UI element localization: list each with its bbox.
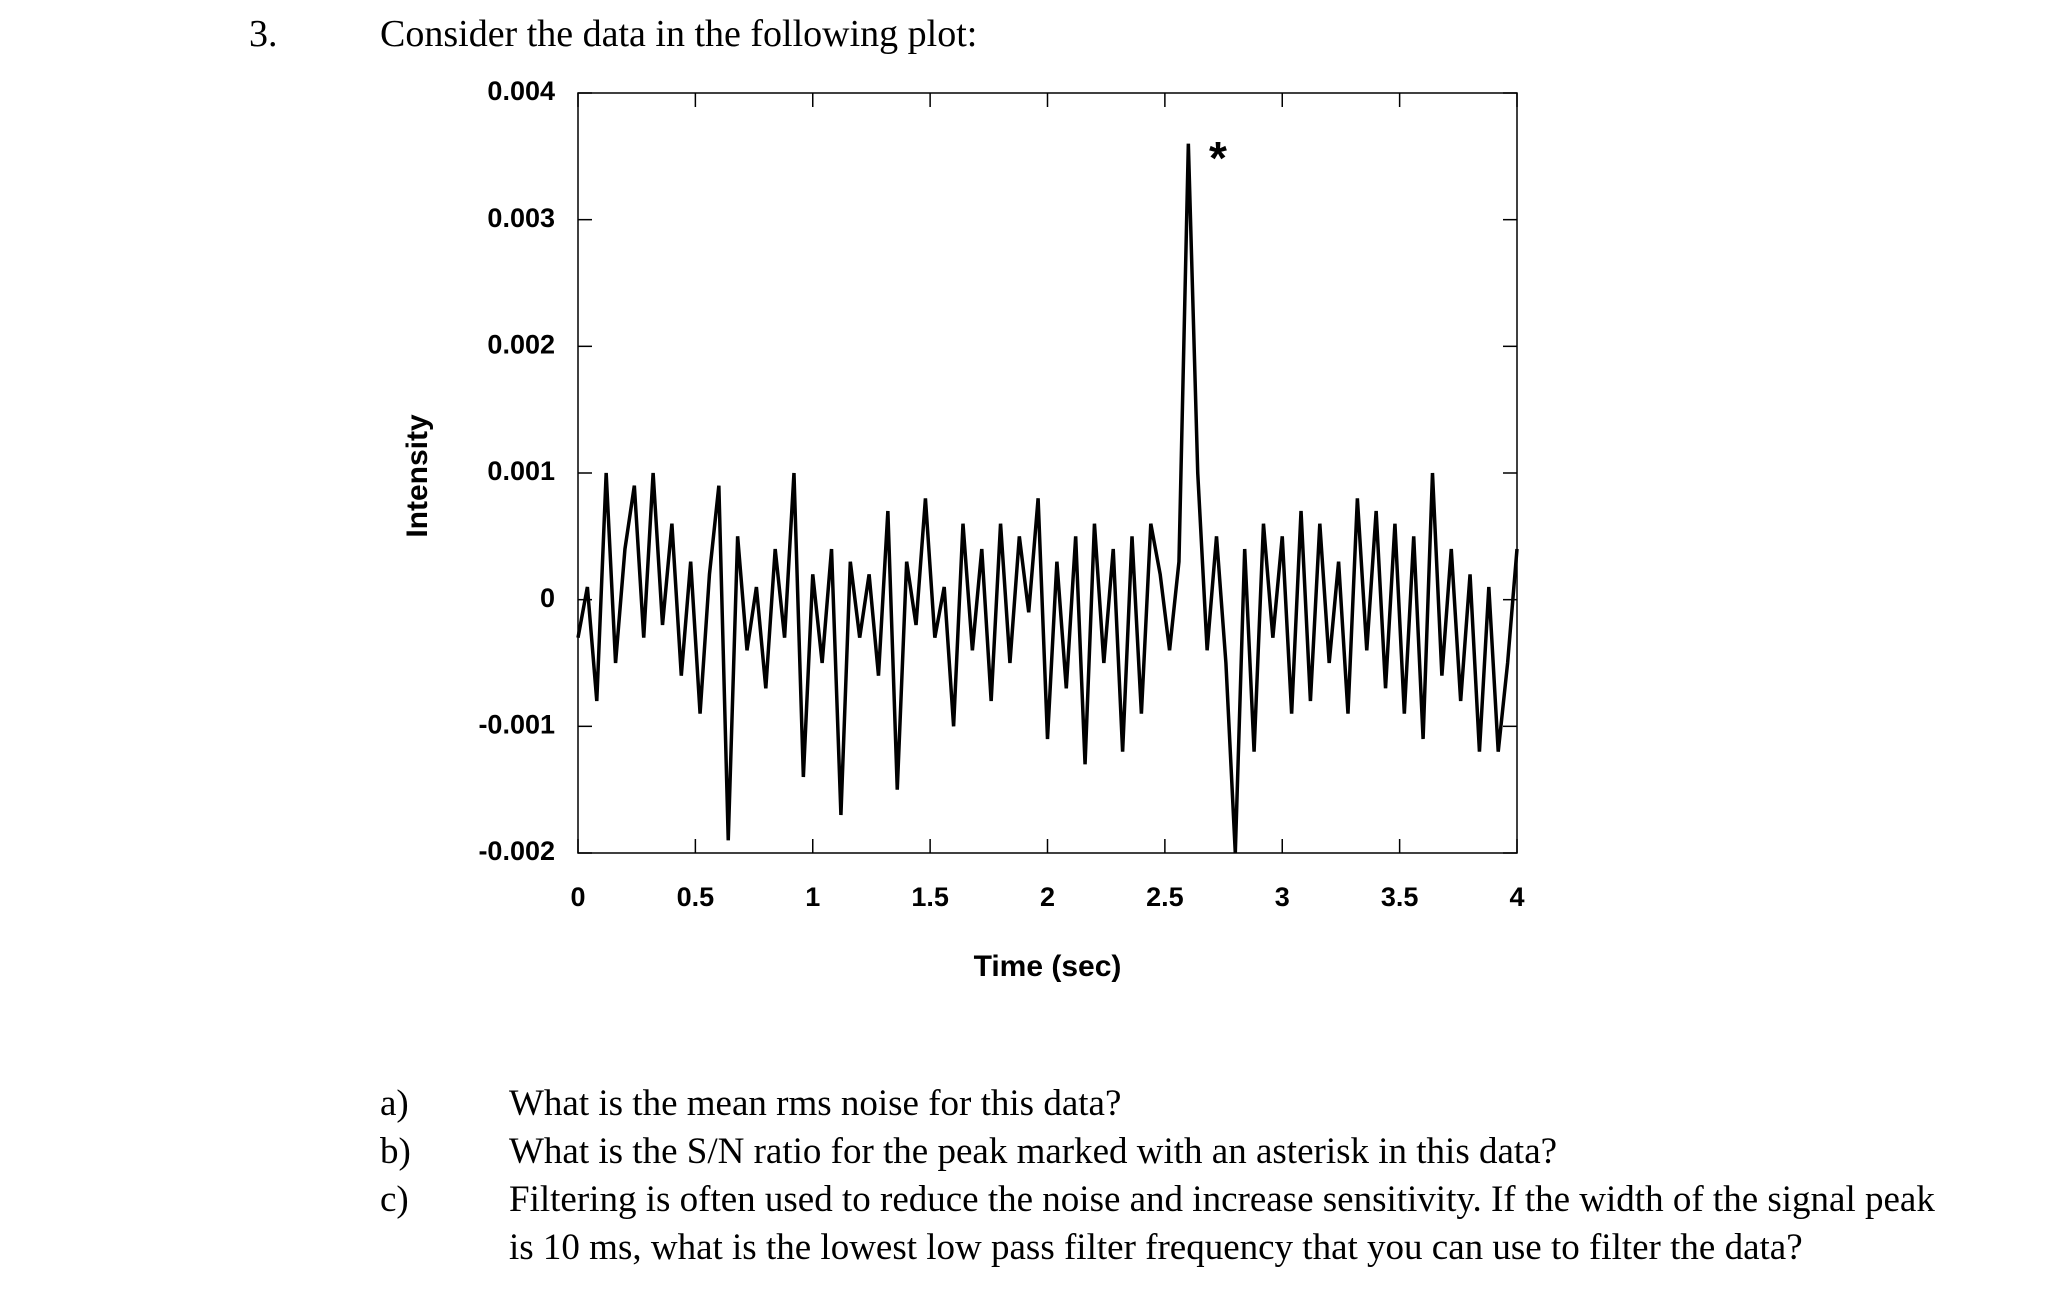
y-tick-label: -0.001: [478, 709, 555, 739]
x-tick-label: 0: [570, 882, 585, 912]
prompt: Consider the data in the following plot:: [380, 13, 978, 55]
x-tick-label: 2.5: [1146, 882, 1184, 912]
y-tick-label: 0.004: [487, 76, 555, 106]
x-tick-label: 2: [1040, 882, 1055, 912]
y-tick-label: 0: [540, 583, 555, 613]
question: b) What is the S/N ratio for the peak mar…: [380, 1128, 1980, 1176]
x-tick-label: 3: [1275, 882, 1290, 912]
y-tick-label: 0.001: [487, 456, 555, 486]
question-text: Filtering is often used to reduce the no…: [509, 1179, 1935, 1268]
y-axis-label: Intensity: [401, 414, 434, 538]
y-tick-label: 0.003: [487, 203, 555, 233]
question-label: b): [380, 1131, 411, 1172]
x-tick-label: 3.5: [1381, 882, 1419, 912]
y-tick-label: 0.002: [487, 329, 555, 359]
plot-frame: [577, 92, 1518, 854]
x-tick-label: 1: [805, 882, 820, 912]
question-label: c): [380, 1179, 409, 1220]
data-line: [576, 143, 1519, 854]
question-text: What is the S/N ratio for the peak marke…: [509, 1131, 1558, 1172]
question-label: a): [380, 1083, 409, 1124]
x-tick-label: 0.5: [677, 882, 715, 912]
chart: -0.002 -0.001 0 0.001 0.002 0.003 0.004 0 0.5 1 1.…: [401, 76, 1525, 983]
y-tick-label: -0.002: [478, 836, 555, 866]
x-tick-label: 1.5: [911, 882, 949, 912]
question-text: What is the mean rms noise for this data…: [509, 1083, 1122, 1124]
question-number: 3.: [249, 13, 278, 55]
x-tick-label: 4: [1509, 882, 1524, 912]
x-axis-label: Time (sec): [974, 950, 1122, 983]
question: a) What is the mean rms noise for this da…: [380, 1080, 1980, 1128]
question: c) Filtering is often used to reduce the …: [380, 1176, 1980, 1272]
annotation: *: [1209, 132, 1227, 184]
